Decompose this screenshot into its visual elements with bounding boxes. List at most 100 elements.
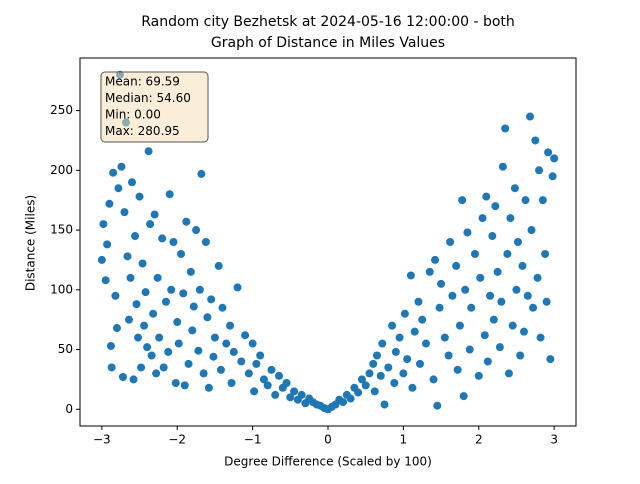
- point: [542, 297, 551, 306]
- y-tick-label: 200: [50, 163, 73, 177]
- point: [482, 192, 491, 201]
- plot-frame: [79, 57, 577, 427]
- point: [103, 240, 112, 249]
- stats-line: Mean: 69.59: [105, 75, 180, 89]
- point: [372, 351, 381, 360]
- point: [418, 315, 427, 324]
- point: [271, 390, 280, 399]
- point: [510, 184, 519, 193]
- point: [527, 226, 536, 235]
- point: [516, 351, 525, 360]
- point: [134, 333, 143, 342]
- point: [143, 343, 152, 352]
- point: [535, 166, 544, 175]
- y-tick-label: 150: [50, 223, 73, 237]
- x-tick-label: 1: [400, 433, 408, 447]
- point: [112, 324, 121, 333]
- point: [444, 351, 453, 360]
- point: [365, 369, 374, 378]
- point: [526, 112, 535, 121]
- stats-line: Max: 280.95: [105, 124, 180, 138]
- point: [182, 217, 191, 226]
- point: [171, 378, 180, 387]
- point: [523, 291, 532, 300]
- stats-line: Min: 0.00: [105, 108, 161, 122]
- point: [188, 326, 197, 335]
- point: [195, 285, 204, 294]
- point: [425, 267, 434, 276]
- point: [137, 363, 146, 372]
- y-tick-label: 0: [65, 402, 73, 416]
- point: [548, 172, 557, 181]
- point: [226, 321, 235, 330]
- point: [488, 232, 497, 241]
- point: [210, 333, 219, 342]
- point: [550, 154, 559, 163]
- point: [152, 369, 161, 378]
- point: [513, 238, 522, 246]
- point: [144, 147, 153, 156]
- point: [503, 249, 512, 258]
- point: [346, 394, 355, 403]
- point: [256, 351, 265, 360]
- point: [118, 373, 127, 382]
- point: [458, 196, 467, 205]
- point: [480, 331, 489, 340]
- point: [369, 359, 378, 368]
- point: [106, 341, 115, 350]
- point: [286, 393, 295, 402]
- point: [395, 333, 404, 342]
- point: [390, 378, 399, 387]
- point: [512, 285, 521, 294]
- point: [107, 363, 116, 372]
- point: [233, 283, 242, 292]
- point: [378, 339, 387, 348]
- point: [452, 261, 461, 270]
- point: [167, 285, 176, 294]
- point: [105, 199, 114, 208]
- point: [165, 190, 174, 199]
- point: [376, 371, 385, 380]
- point: [129, 375, 138, 384]
- point: [155, 333, 164, 342]
- point: [222, 339, 231, 348]
- point: [415, 359, 424, 368]
- point: [99, 220, 108, 229]
- point: [189, 302, 198, 311]
- point: [455, 321, 464, 330]
- point: [216, 365, 225, 374]
- point: [370, 387, 379, 396]
- point: [440, 333, 449, 342]
- point: [290, 387, 299, 396]
- point: [501, 124, 510, 133]
- point: [491, 202, 500, 211]
- point: [391, 347, 400, 356]
- point: [339, 398, 348, 407]
- point: [184, 359, 193, 368]
- point: [403, 355, 412, 364]
- point: [169, 238, 178, 246]
- x-tick-label: 0: [324, 433, 332, 447]
- point: [140, 321, 149, 330]
- point: [141, 288, 150, 297]
- y-tick-label: 50: [58, 342, 73, 356]
- point: [446, 238, 455, 246]
- point: [431, 255, 440, 264]
- point: [297, 390, 306, 399]
- x-tick-label: −2: [168, 433, 186, 447]
- y-tick-label: 250: [50, 103, 73, 117]
- point: [97, 255, 106, 264]
- point: [252, 359, 261, 368]
- x-tick-label: −1: [244, 433, 262, 447]
- point: [164, 347, 173, 356]
- point: [237, 357, 246, 366]
- point: [126, 273, 135, 282]
- point: [267, 365, 276, 374]
- point: [263, 381, 272, 390]
- point: [227, 378, 236, 387]
- point: [380, 400, 389, 409]
- point: [203, 313, 212, 322]
- point: [207, 295, 216, 304]
- point: [179, 289, 188, 298]
- y-axis-label: Distance (Miles): [24, 195, 38, 291]
